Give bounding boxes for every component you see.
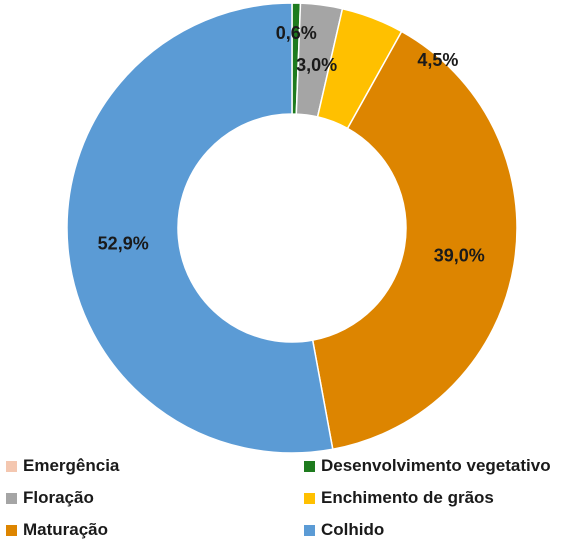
legend-swatch-desenvolvimento-vegetativo <box>304 460 315 472</box>
slice-label-enchimento-de-graos: 4,5% <box>417 50 458 70</box>
legend-item-enchimento-de-graos: Enchimento de grãos <box>304 483 494 513</box>
legend-item-emergencia: Emergência <box>6 451 119 481</box>
legend-label-maturacao: Maturação <box>23 520 109 539</box>
legend-item-maturacao: Maturação <box>6 515 108 545</box>
legend-swatch-colhido <box>304 524 315 536</box>
legend-swatch-floracao <box>6 492 17 504</box>
slice-labels: 0,6% 3,0% 4,5% 39,0% 52,9% <box>98 23 485 266</box>
legend-swatch-maturacao <box>6 524 17 536</box>
legend-swatch-emergencia <box>6 460 17 472</box>
legend-item-floracao: Floração <box>6 483 94 513</box>
legend-label-desenvolvimento-vegetativo: Desenvolvimento vegetativo <box>321 456 551 475</box>
legend-label-emergencia: Emergência <box>23 456 120 475</box>
slice-label-colhido: 52,9% <box>98 233 149 253</box>
slice-colhido <box>66 2 334 454</box>
slice-label-desenvolvimento-vegetativo: 0,6% <box>276 23 317 43</box>
slice-label-floracao: 3,0% <box>296 55 337 75</box>
donut-slices <box>66 2 518 454</box>
legend-label-enchimento-de-graos: Enchimento de grãos <box>321 488 494 507</box>
legend-label-colhido: Colhido <box>321 520 385 539</box>
legend-label-floracao: Floração <box>23 488 94 507</box>
slice-maturacao <box>311 30 518 451</box>
slice-label-maturacao: 39,0% <box>434 246 485 266</box>
legend: Emergência Desenvolvimento vegetativo Fl… <box>0 448 580 542</box>
legend-item-desenvolvimento-vegetativo: Desenvolvimento vegetativo <box>304 451 551 481</box>
legend-swatch-enchimento-de-graos <box>304 492 315 504</box>
legend-item-colhido: Colhido <box>304 515 384 545</box>
